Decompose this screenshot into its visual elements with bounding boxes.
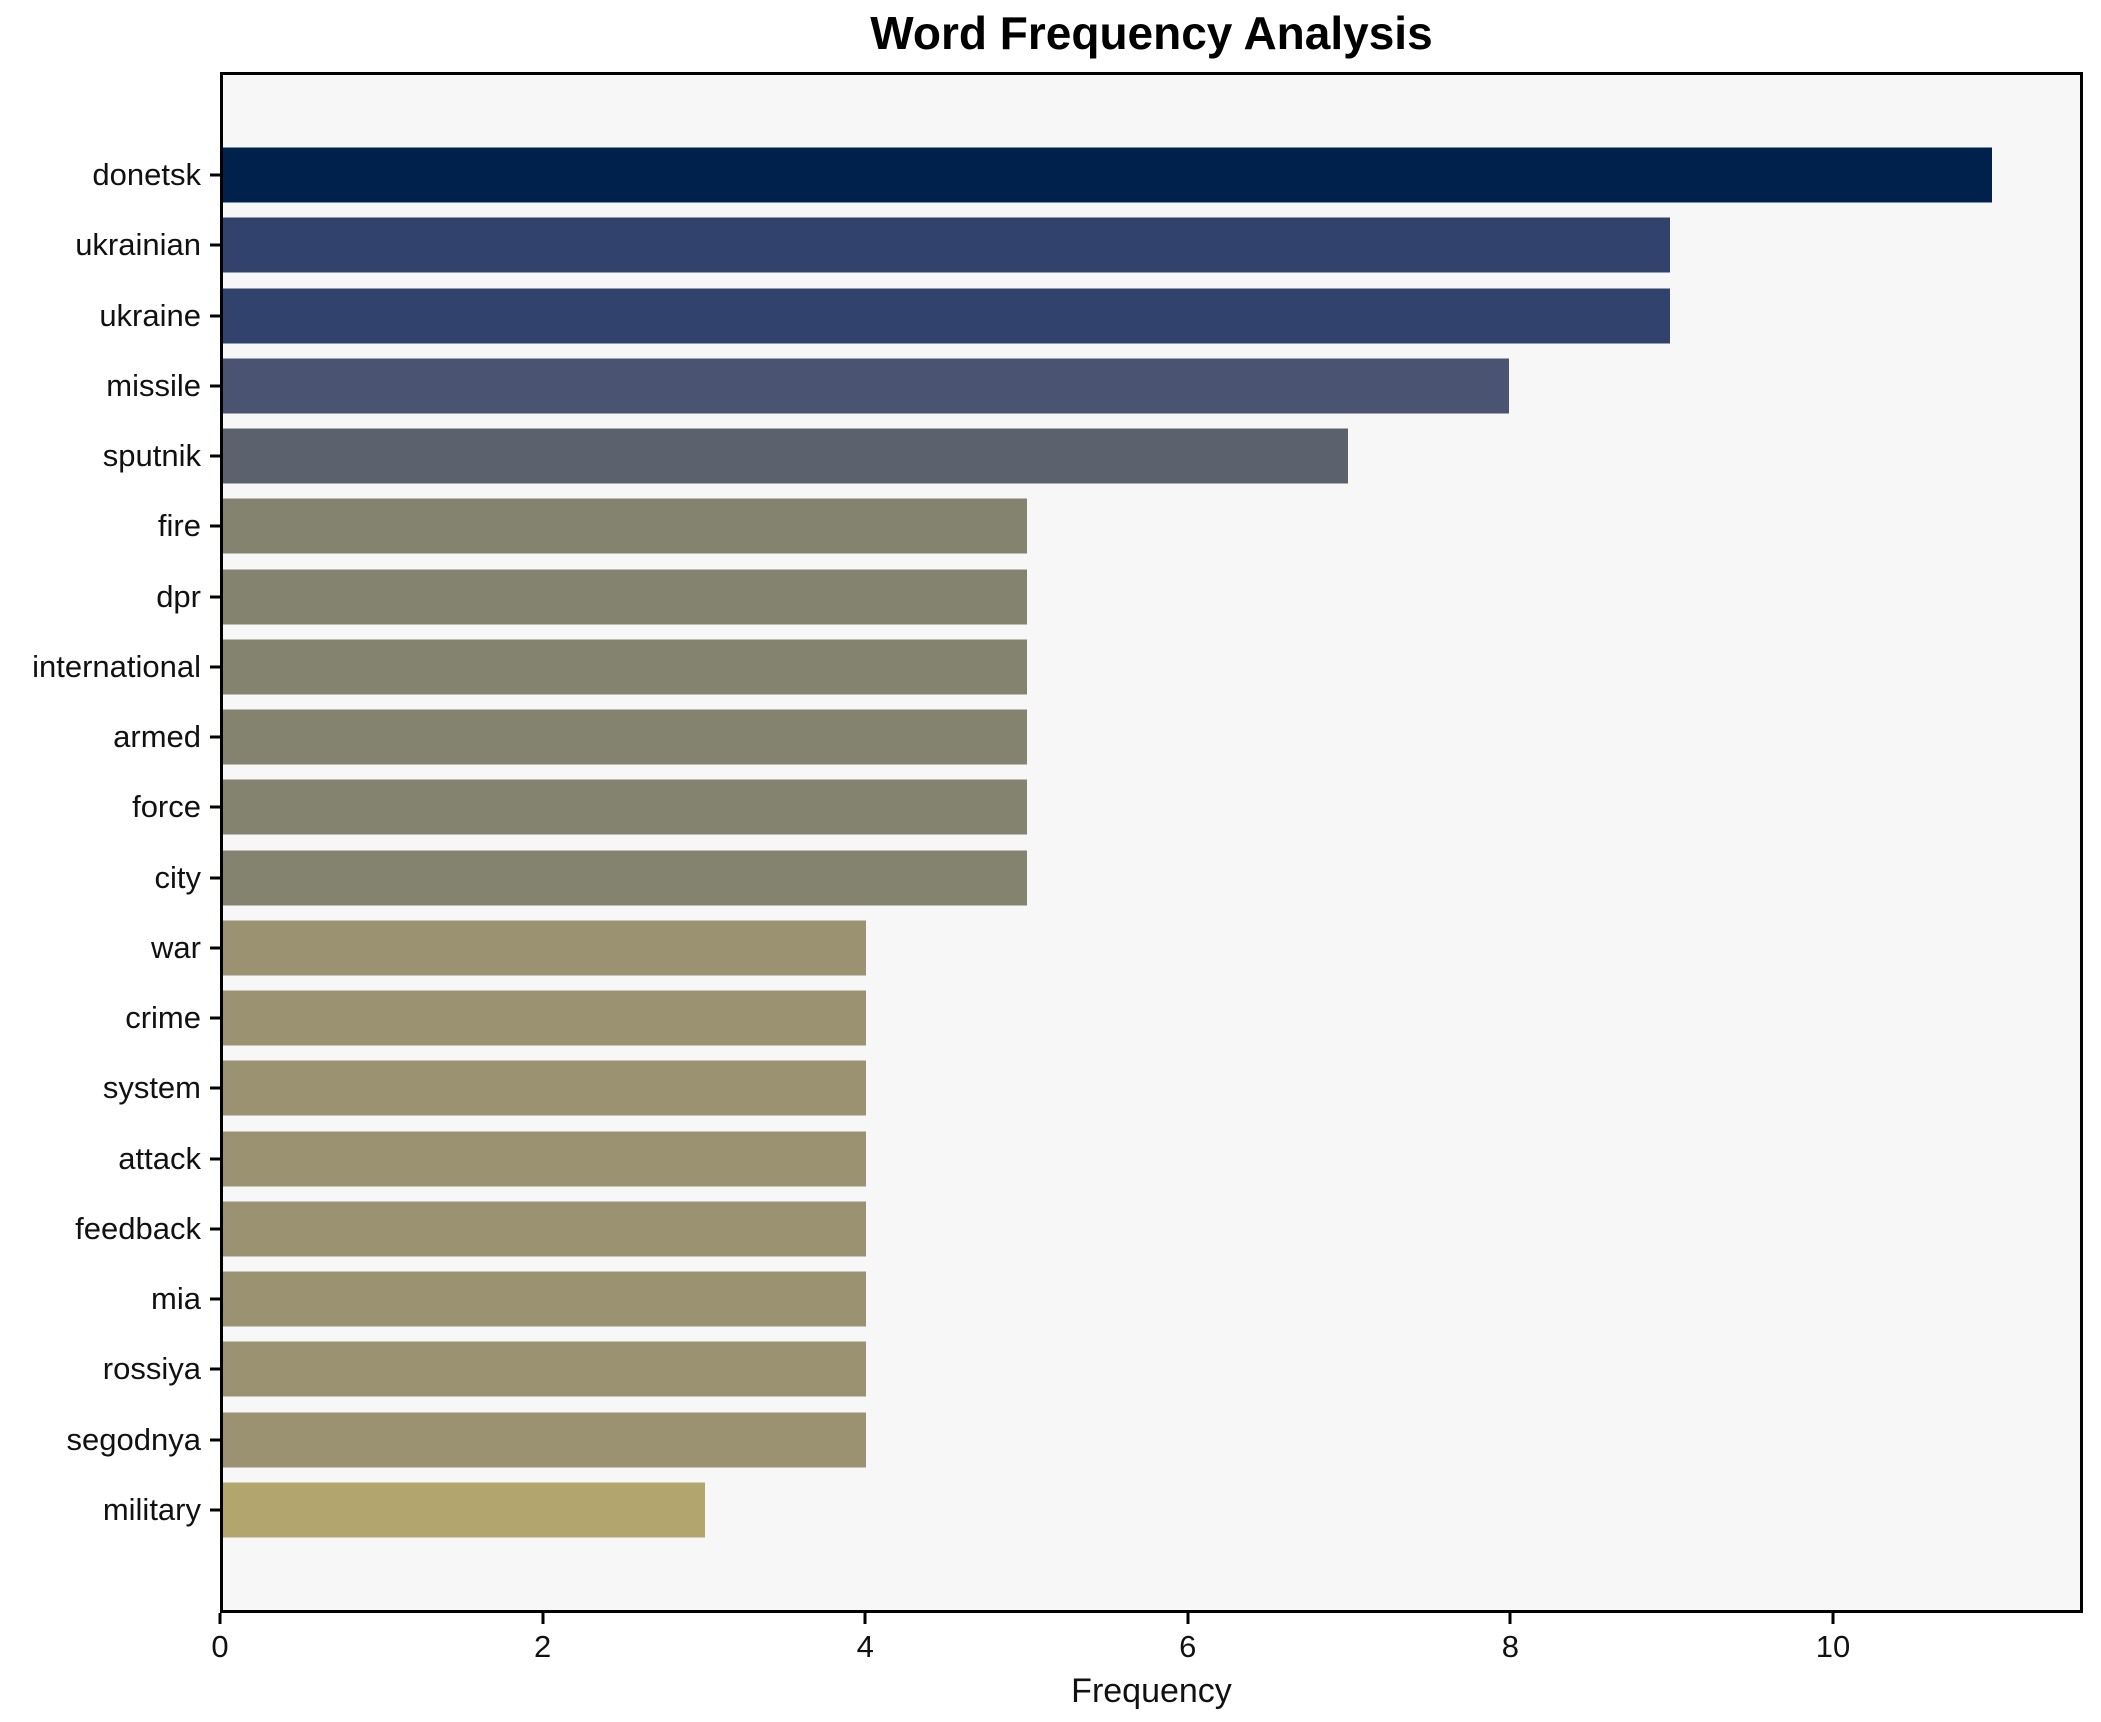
y-label-war: war (151, 929, 201, 965)
x-tick-label-8: 8 (1501, 1629, 1519, 1664)
bar-row-donetsk: donetsk (92, 140, 2080, 210)
y-tick-mark-rossiya (210, 1367, 220, 1371)
y-tick-mark-attack (210, 1157, 220, 1161)
y-tick-mark-ukrainian (210, 243, 220, 247)
y-tick-mark-feedback (210, 1227, 220, 1231)
x-tick-mark-10 (1831, 1613, 1835, 1624)
y-label-fire: fire (157, 508, 201, 544)
bar-system (223, 1060, 867, 1116)
y-tick-mark-sputnik (210, 454, 220, 458)
bar-row-military: military (103, 1475, 2080, 1545)
bar-ukrainian (223, 217, 1670, 273)
bar-row-system: system (103, 1053, 2080, 1123)
bar-fire (223, 498, 1027, 554)
y-label-military: military (102, 1491, 201, 1527)
y-label-missile: missile (106, 367, 201, 403)
bar-rossiya (223, 1341, 867, 1397)
plot-area: donetsk ukrainian ukraine missile sputnik fir… (32, 72, 2083, 1613)
y-label-mia: mia (151, 1281, 201, 1317)
bar-dpr (223, 569, 1027, 625)
bar-international (223, 639, 1027, 695)
bar-row-mia: mia (151, 1264, 2080, 1334)
bar-war (223, 920, 867, 976)
x-tick-mark-4 (863, 1613, 867, 1624)
y-label-segodnya: segodnya (66, 1421, 201, 1457)
y-tick-mark-system (210, 1086, 220, 1090)
bar-row-city: city (155, 843, 2080, 913)
x-tick-label-0: 0 (211, 1629, 229, 1664)
x-tick-mark-6 (1186, 1613, 1190, 1624)
bar-segodnya (223, 1412, 867, 1468)
bar-mia (223, 1271, 867, 1327)
y-label-crime: crime (125, 1000, 201, 1036)
y-tick-mark-war (210, 946, 220, 950)
bar-row-rossiya: rossiya (103, 1334, 2080, 1404)
y-tick-mark-segodnya (210, 1438, 220, 1442)
y-label-ukrainian: ukrainian (75, 227, 201, 263)
bar-row-fire: fire (158, 491, 2080, 561)
y-tick-mark-military (210, 1508, 220, 1512)
y-label-attack: attack (118, 1140, 201, 1176)
bar-sputnik (223, 428, 1349, 484)
y-label-armed: armed (113, 719, 201, 755)
y-tick-mark-crime (210, 1016, 220, 1020)
y-label-international: international (32, 648, 201, 684)
y-label-dpr: dpr (156, 578, 201, 614)
bar-donetsk (223, 147, 1992, 203)
x-tick-label-10: 10 (1815, 1629, 1851, 1664)
bar-military (223, 1482, 706, 1538)
y-label-feedback: feedback (75, 1210, 201, 1246)
bar-ukraine (223, 288, 1670, 344)
y-tick-mark-ukraine (210, 314, 220, 318)
bar-row-sputnik: sputnik (103, 421, 2080, 491)
bar-row-dpr: dpr (156, 562, 2080, 632)
bar-row-missile: missile (106, 351, 2080, 421)
x-axis-label: Frequency (1071, 1672, 1232, 1710)
chart-title: Word Frequency Analysis (870, 7, 1433, 59)
bar-row-war: war (151, 913, 2080, 983)
x-tick-label-4: 4 (856, 1629, 874, 1664)
y-label-rossiya: rossiya (102, 1351, 201, 1387)
bar-row-ukraine: ukraine (99, 281, 2080, 351)
bar-row-attack: attack (118, 1124, 2080, 1194)
bar-missile (223, 358, 1510, 414)
bar-row-ukrainian: ukrainian (75, 210, 2080, 280)
y-label-city: city (154, 859, 202, 895)
bar-city (223, 850, 1027, 906)
bar-row-international: international (32, 632, 2080, 702)
bar-row-feedback: feedback (75, 1194, 2080, 1264)
y-label-system: system (102, 1070, 201, 1106)
y-label-sputnik: sputnik (102, 438, 201, 474)
bar-armed (223, 709, 1027, 765)
x-tick-label-2: 2 (533, 1629, 552, 1664)
bars-container: donetsk ukrainian ukraine missile sputnik fir… (32, 140, 2080, 1545)
y-tick-mark-donetsk (210, 173, 220, 177)
y-tick-mark-dpr (210, 595, 220, 599)
y-label-ukraine: ukraine (99, 297, 201, 333)
y-tick-mark-force (210, 805, 220, 809)
y-label-donetsk: donetsk (92, 157, 201, 193)
y-label-force: force (132, 789, 201, 825)
bar-attack (223, 1131, 867, 1187)
x-tick-mark-2 (541, 1613, 545, 1624)
bar-crime (223, 990, 867, 1046)
x-tick-label-6: 6 (1179, 1629, 1197, 1664)
bar-row-force: force (132, 772, 2080, 842)
y-tick-mark-missile (210, 384, 220, 388)
bar-row-crime: crime (125, 983, 2080, 1053)
bar-feedback (223, 1201, 867, 1257)
y-tick-mark-fire (210, 524, 220, 528)
y-tick-mark-armed (210, 735, 220, 739)
bar-row-armed: armed (113, 702, 2080, 772)
y-tick-mark-city (210, 876, 220, 880)
y-tick-mark-mia (210, 1297, 220, 1301)
x-tick-mark-0 (218, 1613, 222, 1624)
x-axis-ticks: 0 2 4 6 8 10 (211, 1613, 2083, 1683)
bar-row-segodnya: segodnya (67, 1405, 2080, 1475)
x-tick-mark-8 (1508, 1613, 1512, 1624)
y-tick-mark-international (210, 665, 220, 669)
bar-force (223, 779, 1027, 835)
